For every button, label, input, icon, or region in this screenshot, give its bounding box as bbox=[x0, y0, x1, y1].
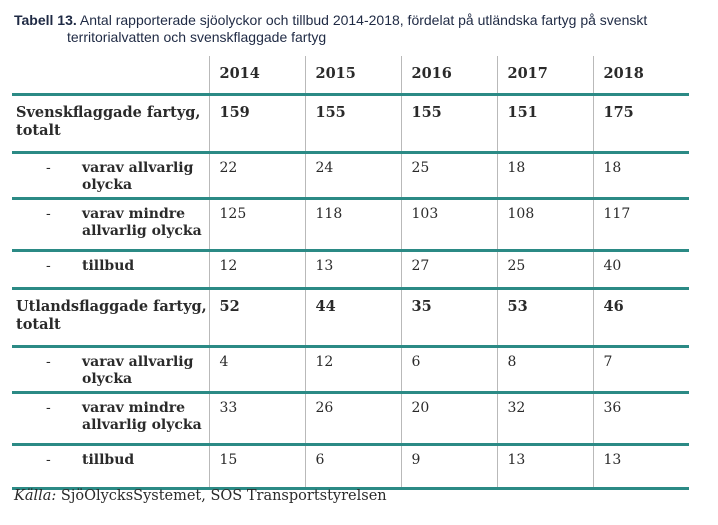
table-cell: 53 bbox=[496, 288, 593, 348]
column-header-2017: 2017 bbox=[496, 56, 593, 96]
table-cell: 4 bbox=[208, 346, 305, 394]
row-dash: - bbox=[46, 159, 51, 176]
table-cell: 6 bbox=[304, 444, 401, 490]
caption-line-2: territorialvatten och svenskflaggade far… bbox=[67, 29, 327, 45]
table-cell: 6 bbox=[400, 346, 497, 394]
row-dash: - bbox=[46, 257, 51, 274]
table-cell: 25 bbox=[496, 250, 593, 290]
table-cell: 27 bbox=[400, 250, 497, 290]
table-caption: Tabell 13. Antal rapporterade sjöolyckor… bbox=[14, 12, 704, 46]
column-header-2018: 2018 bbox=[592, 56, 689, 96]
table-cell: 22 bbox=[208, 152, 305, 200]
table-cell: 36 bbox=[592, 392, 689, 446]
row-label: Svenskflaggade fartyg, totalt bbox=[12, 94, 209, 154]
table-cell: 13 bbox=[496, 444, 593, 490]
source-text: SjöOlycksSystemet, SOS Transportstyrelse… bbox=[60, 488, 387, 504]
row-dash: - bbox=[46, 205, 51, 222]
table-cell: 155 bbox=[400, 94, 497, 154]
table-row: Svenskflaggade fartyg, totalt 159 155 15… bbox=[12, 94, 689, 154]
table-row: - varav mindre allvarlig olycka 125 118 … bbox=[12, 198, 689, 252]
table-cell: 13 bbox=[592, 444, 689, 490]
source-note: Källa: SjöOlycksSystemet, SOS Transports… bbox=[14, 488, 387, 504]
header-row: 2014 2015 2016 2017 2018 bbox=[12, 56, 689, 96]
row-label-text: varav allvarlig olycka bbox=[82, 159, 194, 193]
row-label-text: varav mindre allvarlig olycka bbox=[82, 399, 202, 433]
column-header-2015: 2015 bbox=[304, 56, 401, 96]
table-cell: 33 bbox=[208, 392, 305, 446]
table-cell: 151 bbox=[496, 94, 593, 154]
source-label: Källa: bbox=[14, 488, 57, 504]
table-cell: 159 bbox=[208, 94, 305, 154]
caption-line-1: Antal rapporterade sjöolyckor och tillbu… bbox=[79, 12, 648, 28]
table-cell: 108 bbox=[496, 198, 593, 252]
table-cell: 9 bbox=[400, 444, 497, 490]
table-cell: 12 bbox=[304, 346, 401, 394]
row-label-text: varav mindre allvarlig olycka bbox=[82, 205, 202, 239]
table-cell: 103 bbox=[400, 198, 497, 252]
table-row: - tillbud 15 6 9 13 13 bbox=[12, 444, 689, 490]
table-cell: 24 bbox=[304, 152, 401, 200]
row-dash: - bbox=[46, 353, 51, 370]
row-label: - varav allvarlig olycka bbox=[12, 354, 209, 388]
table-cell: 25 bbox=[400, 152, 497, 200]
table-row: - varav allvarlig olycka 22 24 25 18 18 bbox=[12, 152, 689, 200]
table-cell: 125 bbox=[208, 198, 305, 252]
header-corner-cell bbox=[12, 56, 209, 96]
table-cell: 18 bbox=[592, 152, 689, 200]
row-label: - varav mindre allvarlig olycka bbox=[12, 400, 209, 434]
table-row: - tillbud 12 13 27 25 40 bbox=[12, 250, 689, 290]
table-cell: 52 bbox=[208, 288, 305, 348]
column-header-2014: 2014 bbox=[208, 56, 305, 96]
table-cell: 117 bbox=[592, 198, 689, 252]
table-cell: 18 bbox=[496, 152, 593, 200]
row-label: - varav mindre allvarlig olycka bbox=[12, 206, 209, 240]
row-label: Utlandsflaggade fartyg, totalt bbox=[12, 288, 209, 348]
table-row: Utlandsflaggade fartyg, totalt 52 44 35 … bbox=[12, 288, 689, 348]
row-dash: - bbox=[46, 399, 51, 416]
table-cell: 40 bbox=[592, 250, 689, 290]
table-cell: 118 bbox=[304, 198, 401, 252]
table-cell: 35 bbox=[400, 288, 497, 348]
row-label-text: varav allvarlig olycka bbox=[82, 353, 194, 387]
row-label: - tillbud bbox=[12, 258, 209, 275]
row-label-text: tillbud bbox=[82, 451, 135, 468]
caption-label: Tabell 13. bbox=[14, 12, 77, 28]
table-cell: 12 bbox=[208, 250, 305, 290]
row-dash: - bbox=[46, 451, 51, 468]
table-cell: 44 bbox=[304, 288, 401, 348]
table-cell: 175 bbox=[592, 94, 689, 154]
row-label-text: tillbud bbox=[82, 257, 135, 274]
table-cell: 32 bbox=[496, 392, 593, 446]
table-cell: 8 bbox=[496, 346, 593, 394]
table-cell: 13 bbox=[304, 250, 401, 290]
table-cell: 15 bbox=[208, 444, 305, 490]
table-cell: 20 bbox=[400, 392, 497, 446]
table-row: - varav allvarlig olycka 4 12 6 8 7 bbox=[12, 346, 689, 394]
table-row: - varav mindre allvarlig olycka 33 26 20… bbox=[12, 392, 689, 446]
column-header-2016: 2016 bbox=[400, 56, 497, 96]
table-cell: 7 bbox=[592, 346, 689, 394]
table-cell: 26 bbox=[304, 392, 401, 446]
table-cell: 155 bbox=[304, 94, 401, 154]
accident-table: 2014 2015 2016 2017 2018 Svenskflaggade … bbox=[12, 56, 689, 490]
row-label: - varav allvarlig olycka bbox=[12, 160, 209, 194]
table-cell: 46 bbox=[592, 288, 689, 348]
row-label: - tillbud bbox=[12, 452, 209, 469]
